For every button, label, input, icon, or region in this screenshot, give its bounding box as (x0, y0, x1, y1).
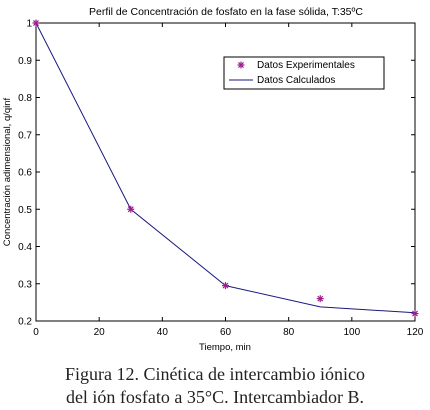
y-tick-label: 1 (26, 19, 32, 30)
y-tick-label: 0.8 (18, 93, 32, 104)
x-tick-label: 60 (220, 327, 232, 338)
legend-box (223, 56, 385, 90)
y-tick-label: 0.2 (18, 317, 32, 328)
legend: Datos Experimentales Datos Calculados (223, 56, 385, 90)
x-tick-label: 120 (407, 327, 424, 338)
experimental-point (411, 310, 419, 318)
y-tick-label: 0.9 (18, 56, 32, 67)
legend-label-calculados: Datos Calculados (257, 75, 335, 86)
experimental-point (32, 19, 40, 27)
axis-ticks: 0 20 40 60 80 100 120 0.2 0.3 0.4 0.5 0.6 0.7 0.8 0.9 1 (18, 19, 424, 339)
x-tick-label: 0 (33, 327, 39, 338)
y-tick-label: 0.7 (18, 130, 32, 141)
legend-label-experimentales: Datos Experimentales (257, 60, 355, 71)
figure-caption-line-1: Figura 12. Cinética de intercambio iónic… (65, 364, 365, 384)
x-tick-label: 80 (283, 327, 295, 338)
series-datos-experimentales (32, 19, 419, 318)
experimental-point (316, 295, 324, 303)
x-tick-label: 100 (343, 327, 360, 338)
x-tick-label: 40 (157, 327, 169, 338)
y-tick-label: 0.3 (18, 279, 32, 290)
experimental-point (222, 282, 229, 290)
y-tick-label: 0.4 (18, 242, 32, 253)
x-axis-label: Tiempo, min (199, 342, 251, 353)
legend-asterisk (237, 61, 245, 69)
chart-title: Perfil de Concentración de fosfato en la… (89, 6, 363, 18)
y-tick-label: 0.5 (18, 205, 32, 216)
figure-caption-line-2: del ión fosfato a 35°C. Intercambiador B… (65, 387, 365, 407)
y-axis-label: Concentración adimensional, q/qinf (2, 97, 13, 246)
legend-marker-experimentales (237, 61, 245, 69)
y-tick-label: 0.6 (18, 168, 32, 179)
chart: Perfil de Concentración de fosfato en la… (2, 6, 424, 353)
x-tick-label: 20 (94, 327, 106, 338)
experimental-point (127, 205, 135, 213)
